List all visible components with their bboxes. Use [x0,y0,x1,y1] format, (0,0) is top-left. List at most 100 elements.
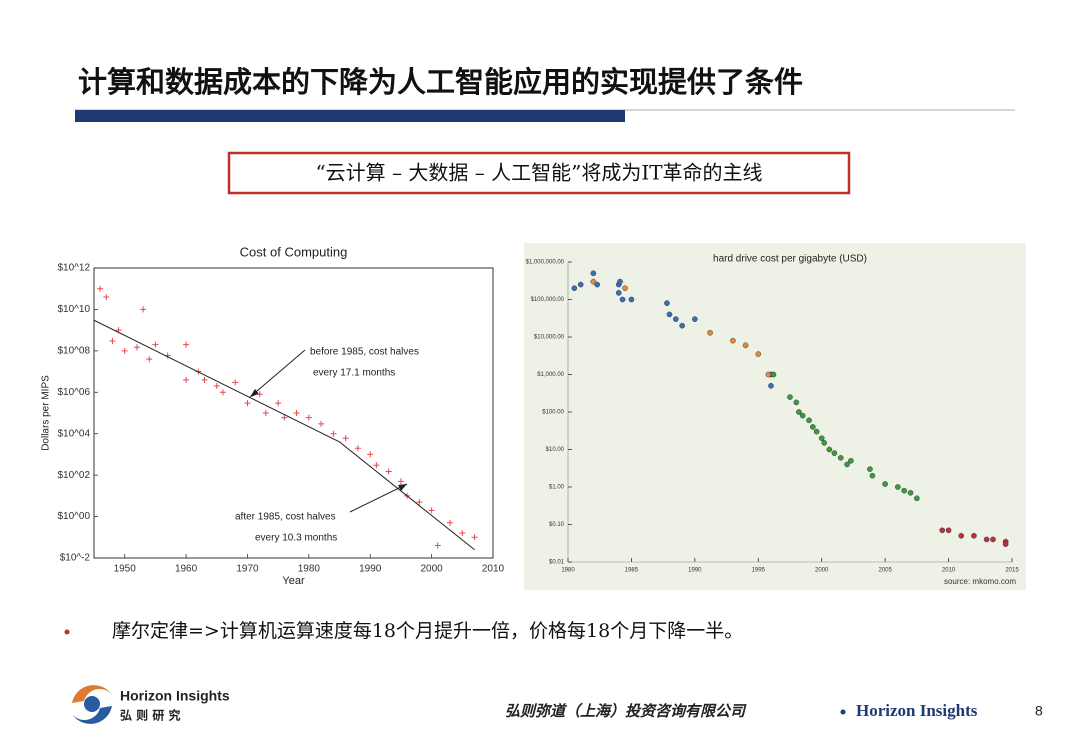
point [219,389,226,396]
footer-company: 弘则弥道（上海）投资咨询有限公司 [505,702,747,720]
point [765,371,772,378]
point [755,351,762,357]
bullet-text: 摩尔定律=>计算机运算速度每18个月提升一倍，价格每18个月下降一半。 [112,620,743,642]
point [342,435,349,442]
point [806,417,812,424]
point [848,457,854,464]
point [619,296,626,303]
y-tick-label: $10^10 [58,304,91,315]
logo [72,685,112,724]
point [305,414,312,421]
point [983,536,990,543]
point [397,478,404,485]
point [939,527,946,534]
point [673,316,679,322]
point [768,382,774,389]
point [707,329,713,336]
x-tick-label: 2000 [420,564,443,575]
y-tick-label: $10^06 [58,387,91,398]
point [787,394,793,400]
point [590,278,597,285]
point [1002,541,1009,547]
plot-frame [93,267,494,559]
title-bar [75,110,625,122]
point [133,344,140,351]
point [140,306,147,313]
x-tick-label: 2005 [878,568,892,574]
y-tick-label: $10^-2 [60,553,91,564]
x-tick-label: 1990 [688,568,702,574]
point [146,356,153,363]
point [831,450,838,456]
point [742,342,749,349]
x-tick-label: 1985 [625,568,639,574]
point [330,430,337,437]
point [590,270,597,277]
point [183,341,190,348]
banner-text: “云计算 – 大数据 – 人工智能”将成为IT革命的主线 [315,161,762,185]
point [275,400,282,407]
banner-box [227,151,851,195]
point [895,484,901,490]
logo-arc [72,685,112,703]
y-tick-label: $10^02 [58,470,91,481]
logo-core [84,696,100,712]
point [594,281,600,288]
point [679,322,685,329]
point [664,300,670,306]
x-tick-label: 1960 [175,564,198,575]
point [882,481,888,487]
y-tick-label: $0.10 [549,522,565,528]
annotation: before 1985, cost halves [310,347,419,358]
x-tick-label: 2010 [942,568,956,574]
point [901,487,907,494]
point [617,278,623,285]
point [318,420,325,427]
point [97,285,104,292]
point [232,379,239,386]
point [622,285,628,292]
point [907,490,914,496]
point [385,468,392,475]
point [914,495,920,502]
bullet-dot [64,629,70,635]
y-tick-label: $1,000,000.00 [526,260,565,266]
x-tick-label: 1995 [752,568,766,574]
chart-title: hard drive cost per gigabyte (USD) [713,254,867,265]
point [945,527,952,534]
source-note: source: mkomo.com [944,577,1016,586]
point [799,412,806,419]
annotation: every 10.3 months [255,533,337,544]
point [354,445,361,452]
y-tick-label: $100.00 [542,410,564,416]
point [213,383,220,390]
point [109,337,116,344]
y-tick-label: $10^00 [58,511,91,522]
point [434,542,441,549]
point [844,461,850,468]
point [867,466,873,472]
point [628,296,635,303]
point [793,399,800,406]
point [810,424,816,430]
point [821,440,828,446]
y-tick-label: $1,000.00 [537,372,564,378]
point [367,451,374,458]
point [990,536,996,543]
logo-name: Horizon Insights [120,688,230,704]
x-tick-label: 1980 [561,568,575,574]
point [837,455,844,461]
y-tick-label: $10,000.00 [534,335,565,341]
annotation: every 17.1 months [313,368,395,379]
arrow-head [398,484,407,491]
point [869,472,876,479]
point [826,446,833,453]
y-tick-label: $0.01 [549,560,565,566]
x-tick-label: 2010 [482,564,505,575]
point [770,371,777,378]
arrow [249,349,306,398]
chart-title: Cost of Computing [240,244,348,259]
x-tick-label: 2000 [815,568,829,574]
x-tick-label: 1950 [114,564,137,575]
